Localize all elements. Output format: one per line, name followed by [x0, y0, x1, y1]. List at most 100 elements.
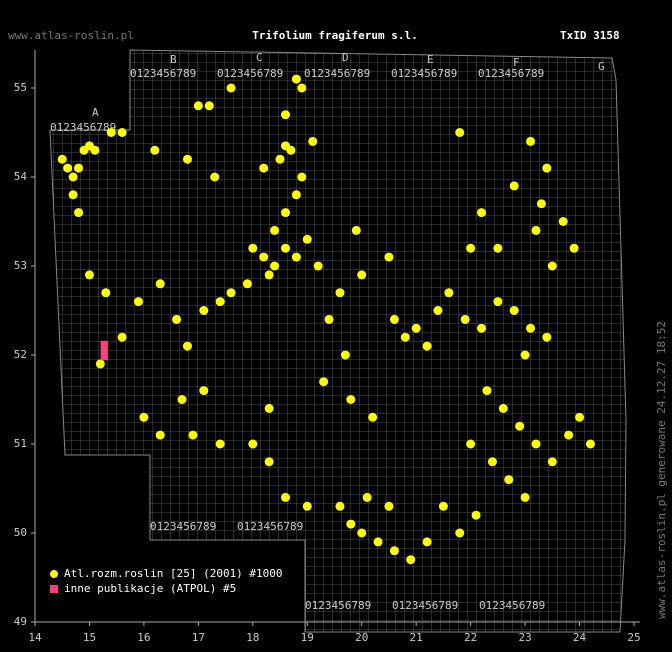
record-dot: [226, 288, 236, 298]
record-dot: [270, 261, 280, 271]
record-dot: [117, 332, 127, 342]
record-dot: [106, 128, 116, 137]
record-dot: [182, 154, 192, 164]
record-dot: [210, 172, 220, 182]
record-dot: [389, 314, 399, 324]
y-tick-label: 53: [14, 259, 27, 272]
map-title: Trifolium fragiferum s.l.: [252, 29, 418, 42]
y-tick-label: 55: [14, 81, 27, 94]
record-dot: [455, 528, 465, 538]
record-dot: [493, 243, 503, 253]
record-dot: [63, 163, 73, 173]
record-dot: [286, 145, 296, 155]
grid-digits: 0123456789: [150, 520, 216, 533]
grid-digits: 0123456789: [217, 67, 283, 80]
grid-column: C: [256, 51, 263, 64]
grid-column: F: [513, 56, 520, 69]
record-dot: [422, 537, 432, 547]
record-dot: [536, 199, 546, 209]
x-tick-label: 14: [28, 631, 42, 644]
record-dot: [487, 457, 497, 467]
record-dot: [302, 501, 312, 511]
x-tick-label: 16: [137, 631, 150, 644]
record-dot: [389, 546, 399, 556]
grid-digits: 0123456789: [478, 67, 544, 80]
taxon-id: TxID 3158: [560, 29, 620, 42]
record-dot: [482, 386, 492, 396]
record-dot: [368, 412, 378, 422]
legend-label: Atl.rozm.roslin [25] (2001) #1000: [64, 567, 283, 580]
record-dot: [188, 430, 198, 440]
record-dot: [117, 128, 127, 137]
record-dot: [362, 492, 372, 502]
record-square: [100, 353, 108, 361]
grid-digits: 0123456789: [130, 67, 196, 80]
record-dot: [270, 225, 280, 235]
record-dot: [68, 172, 78, 182]
x-tick-label: 22: [464, 631, 477, 644]
record-dot: [471, 510, 481, 520]
record-dot: [564, 430, 574, 440]
record-dot: [215, 439, 225, 449]
x-tick-label: 21: [410, 631, 423, 644]
record-dot: [335, 501, 345, 511]
record-dot: [280, 492, 290, 502]
x-tick-label: 18: [246, 631, 259, 644]
grid-digits: 0123456789: [305, 599, 371, 612]
grid-digits: 0123456789: [304, 67, 370, 80]
record-dot: [585, 439, 595, 449]
record-dot: [515, 421, 525, 431]
grid-column: E: [427, 53, 434, 66]
record-dot: [297, 83, 307, 93]
x-tick-label: 19: [301, 631, 314, 644]
grid-column: G: [598, 60, 605, 73]
record-dot: [406, 555, 416, 565]
y-tick-label: 51: [14, 437, 27, 450]
grid-column: D: [342, 51, 349, 64]
record-dot: [264, 403, 274, 413]
record-dot: [264, 270, 274, 280]
record-dot: [411, 323, 421, 333]
y-tick-label: 50: [14, 526, 27, 539]
record-dot: [493, 297, 503, 307]
grid-digits: 0123456789: [479, 599, 545, 612]
legend-label: inne publikacje (ATPOL) #5: [64, 582, 236, 595]
record-dot: [384, 501, 394, 511]
record-dot: [433, 306, 443, 315]
record-dot: [215, 297, 225, 307]
record-dot: [357, 270, 367, 280]
record-dot: [477, 323, 487, 333]
record-dot: [297, 172, 307, 182]
record-dot: [242, 279, 252, 289]
grid-column: B: [170, 53, 177, 66]
record-dot: [280, 243, 290, 253]
record-dot: [526, 136, 536, 146]
x-tick-label: 24: [573, 631, 587, 644]
record-dot: [155, 279, 165, 289]
x-tick-label: 15: [83, 631, 96, 644]
record-dot: [509, 181, 519, 191]
record-dot: [319, 377, 329, 387]
record-dot: [291, 190, 301, 200]
grid-digits: 0123456789: [392, 599, 458, 612]
record-dot: [90, 145, 100, 155]
footer-note: www.atlas-roslin.pl generowane 24.12.27 …: [655, 321, 668, 619]
record-dot: [57, 154, 67, 164]
record-dot: [177, 395, 187, 404]
record-square: [100, 340, 108, 348]
record-dot: [280, 208, 290, 218]
record-dot: [172, 314, 182, 324]
legend-marker: [50, 570, 58, 578]
record-dot: [133, 297, 143, 307]
record-dot: [422, 341, 432, 351]
record-dot: [74, 208, 84, 218]
record-dot: [438, 501, 448, 511]
record-dot: [477, 208, 487, 218]
record-dot: [313, 261, 323, 271]
record-dot: [569, 243, 579, 253]
record-dot: [335, 288, 345, 298]
record-dot: [226, 83, 236, 93]
record-dot: [291, 74, 301, 84]
record-dot: [575, 412, 585, 422]
